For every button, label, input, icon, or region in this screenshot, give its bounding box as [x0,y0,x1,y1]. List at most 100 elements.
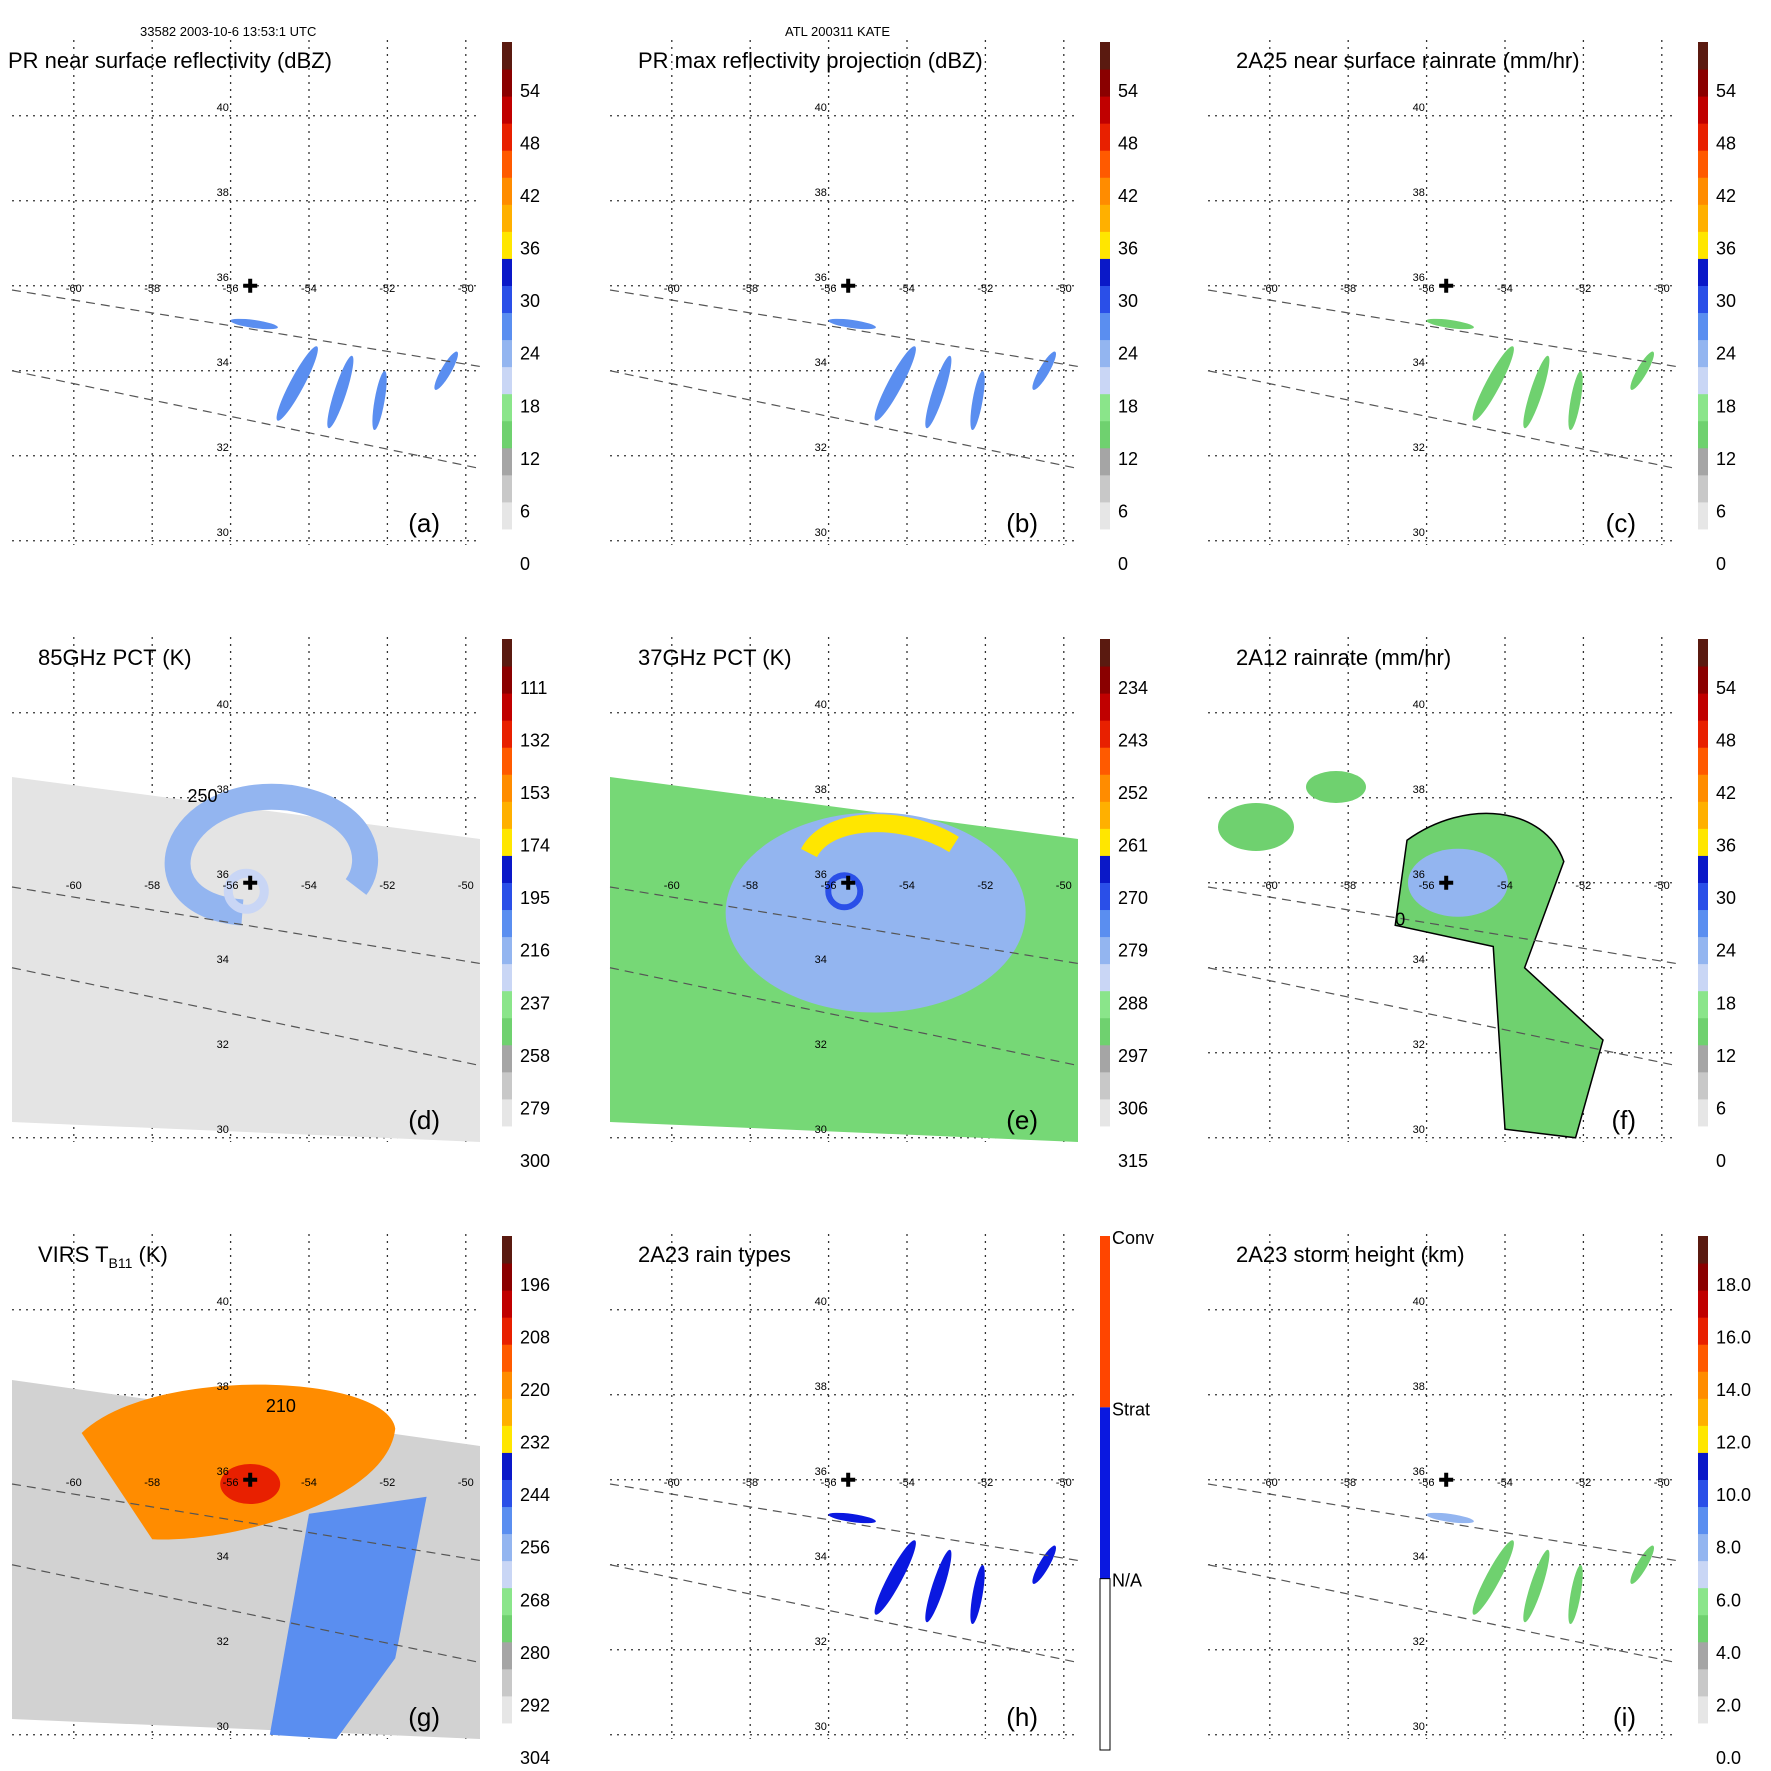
rain-cell [434,351,459,390]
lat-lon-grid [1208,40,1676,545]
colorbar-label: 216 [520,941,550,961]
colorbar: Conv Strat N/A [1099,1228,1154,1751]
colorbar-label: 30 [520,291,540,311]
swath-edge [609,370,1079,470]
lat-label: 32 [1413,442,1425,454]
colorbar-swatch [502,366,512,395]
swath-edge [609,886,1079,965]
lon-label: -60 [664,1477,680,1489]
colorbar-label: 48 [1716,134,1736,154]
lat-label: 40 [815,1296,827,1308]
colorbar-swatch [1698,990,1708,1019]
colorbar-swatch [1100,855,1110,883]
colorbar-label: 232 [520,1433,550,1453]
lat-label: 30 [217,1721,229,1733]
panel-title: 2A23 rain types [638,1242,791,1267]
colorbar-swatch [502,1371,512,1399]
lon-label: -50 [1654,1477,1670,1489]
storm-center-marker [243,875,258,890]
colorbar-label: 237 [520,993,550,1013]
colorbar-label: 16.0 [1716,1328,1751,1348]
colorbar-swatch-strat [1100,1407,1110,1579]
lon-label: -58 [144,283,160,295]
lon-label: -52 [977,1477,993,1489]
panel-e: 40 38 36 34 32 30 -60 -58 -56 -54 -52 -50 37GHz PCT … [609,637,1148,1171]
panel-f: 0 40 38 36 34 32 30 -60 -58 -56 -54 -52 -50 2A12 rain… [1207,637,1736,1171]
colorbar-label: 304 [520,1748,550,1768]
colorbar-swatch [502,123,512,151]
colorbar-swatch [1698,42,1708,70]
lon-label: -50 [1056,1477,1072,1489]
rain-cell [230,318,278,330]
panel-label: (c) [1606,508,1636,538]
lon-label: -60 [1262,880,1278,892]
colorbar-swatch [1698,420,1708,449]
lat-label: 40 [1413,102,1425,114]
storm-center-marker [1439,875,1454,890]
colorbar-swatch [1100,693,1110,721]
colorbar-label: 54 [1716,81,1736,101]
colorbar-swatch [1100,150,1110,178]
colorbar-swatch [502,1425,512,1453]
colorbar-swatch [502,69,512,97]
colorbar-swatch [1100,666,1110,694]
colorbar-swatch [502,474,512,503]
colorbar-label: 280 [520,1643,550,1663]
panel-title: PR near surface reflectivity (dBZ) [8,48,332,73]
panel-grid: 40 38 36 34 32 30 -60 -58 -56 -54 -52 -50 PR near su… [8,40,1751,1768]
colorbar-label: 48 [520,134,540,154]
colorbar-swatch [1100,909,1110,938]
panel-label: (f) [1611,1105,1636,1135]
colorbar-swatch [1698,909,1708,938]
lat-label: 38 [815,1381,827,1393]
colorbar-swatch [502,882,512,911]
storm-center-marker [243,1472,258,1487]
colorbar-label: 0 [1716,1151,1726,1171]
colorbar-swatch [1698,963,1708,992]
eyewall [825,872,864,911]
colorbar-swatch [1698,1371,1708,1399]
lon-label: -54 [1497,880,1513,892]
lat-label: 30 [815,1721,827,1733]
eyewall-arc [800,814,959,858]
colorbar-swatch [1698,204,1708,232]
colorbar-swatch [502,936,512,965]
colorbar-swatch [1698,474,1708,503]
swath-edge [1207,886,1677,965]
colorbar-swatch [1100,501,1110,530]
rain-cell [1568,370,1583,431]
swath-edge [1207,289,1677,368]
colorbar-swatch [1698,177,1708,205]
lon-label: -60 [66,283,82,295]
colorbar-swatch [1698,1317,1708,1345]
colorbar-swatch [1100,177,1110,205]
colorbar-label: 30 [1716,291,1736,311]
lon-label: -60 [664,880,680,892]
colorbar-swatch [1100,420,1110,449]
colorbar-swatch [1698,1614,1708,1643]
lat-label: 30 [1413,1124,1425,1136]
colorbar-swatch [1698,1344,1708,1372]
lon-label: -58 [1340,1477,1356,1489]
colorbar-swatch [1698,150,1708,178]
colorbar-label: 2.0 [1716,1695,1741,1715]
lon-label: -58 [742,1477,758,1489]
colorbar-label: 0 [1716,554,1726,574]
swath-edge [609,289,1079,368]
colorbar-swatch [502,42,512,70]
lat-label: 36 [1413,1466,1425,1478]
lat-lon-grid [1208,1234,1676,1739]
lat-lon-grid [610,40,1078,545]
lon-label: -58 [1340,880,1356,892]
colorbar-swatch [1100,393,1110,422]
colorbar-swatch [502,747,512,775]
colorbar-swatch [1698,1263,1708,1291]
colorbar-swatch [1698,774,1708,802]
lat-label: 30 [217,1124,229,1136]
colorbar-swatch [1100,474,1110,503]
lat-label: 40 [1413,1296,1425,1308]
colorbar-swatch [1698,1017,1708,1046]
colorbar-label: 306 [1118,1098,1148,1118]
colorbar-swatch [1100,231,1110,259]
